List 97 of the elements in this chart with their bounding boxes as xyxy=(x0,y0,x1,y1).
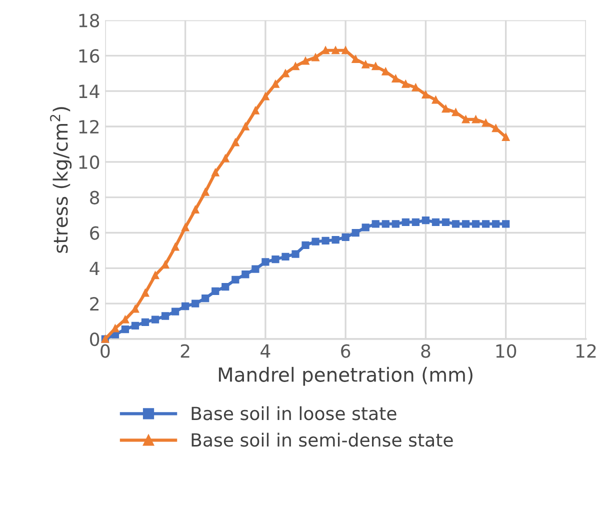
y-tick-label: 4 xyxy=(90,262,100,276)
point xyxy=(472,116,480,124)
point xyxy=(482,220,490,228)
point xyxy=(332,46,340,54)
x-axis-title: Mandrel penetration (mm) xyxy=(218,366,472,386)
x-tick-label: 0 xyxy=(100,344,110,358)
point xyxy=(252,106,260,114)
point xyxy=(232,276,240,284)
point xyxy=(492,220,500,228)
point xyxy=(462,116,470,124)
x-tick-label: 8 xyxy=(421,344,430,358)
point xyxy=(282,252,290,260)
point xyxy=(131,322,140,330)
point xyxy=(181,302,190,310)
point xyxy=(352,228,360,237)
point xyxy=(252,265,260,273)
point xyxy=(272,256,280,264)
point xyxy=(302,57,310,65)
point xyxy=(131,305,140,313)
point xyxy=(442,104,450,113)
point xyxy=(362,60,370,68)
x-tick-label: 2 xyxy=(180,344,190,358)
point xyxy=(282,70,290,78)
point xyxy=(472,220,480,228)
point xyxy=(262,258,270,266)
point xyxy=(382,220,390,228)
point xyxy=(151,316,160,324)
legend-label: Base soil in loose state xyxy=(192,406,396,420)
point xyxy=(242,122,250,130)
point xyxy=(292,250,300,258)
point xyxy=(212,168,220,176)
point xyxy=(312,238,320,246)
point xyxy=(392,220,400,228)
point xyxy=(272,80,280,88)
y-tick-label: 12 xyxy=(79,120,99,134)
point xyxy=(161,260,170,268)
point xyxy=(312,54,320,62)
point xyxy=(452,220,460,228)
point xyxy=(502,220,510,228)
y-tick-label: 16 xyxy=(79,49,100,63)
point xyxy=(302,241,310,249)
y-tick-label: 8 xyxy=(90,190,100,204)
y-axis-title: stress (kg/cm$^{2}$) xyxy=(50,107,72,253)
point xyxy=(422,216,430,224)
point xyxy=(181,224,190,232)
point xyxy=(242,270,250,278)
point xyxy=(141,318,150,326)
point xyxy=(161,312,170,320)
point xyxy=(342,46,350,54)
point xyxy=(482,119,490,127)
point xyxy=(392,74,400,83)
point xyxy=(382,68,390,76)
point xyxy=(202,294,210,302)
point xyxy=(151,271,160,280)
point xyxy=(462,220,470,228)
x-tick-label: 10 xyxy=(496,344,516,358)
point xyxy=(262,92,270,100)
point xyxy=(171,243,180,251)
point xyxy=(442,218,450,226)
point xyxy=(322,236,330,245)
point xyxy=(192,206,200,214)
point xyxy=(412,218,420,226)
point xyxy=(422,90,430,98)
x-tick-label: 4 xyxy=(260,344,270,358)
point xyxy=(332,236,340,244)
point xyxy=(222,154,230,162)
y-tick-label: 14 xyxy=(79,84,100,98)
y-tick-label: 18 xyxy=(79,14,100,28)
point xyxy=(111,324,120,332)
point xyxy=(432,218,440,226)
point xyxy=(171,308,180,316)
point xyxy=(362,224,370,232)
point xyxy=(141,289,150,297)
y-tick-label: 2 xyxy=(90,297,99,310)
point xyxy=(402,218,410,226)
y-tick-label: 10 xyxy=(79,155,100,170)
point xyxy=(452,108,460,116)
point xyxy=(372,220,380,228)
legend-label: Base soil in semi-dense state xyxy=(192,432,453,447)
y-tick-label: 0 xyxy=(90,332,100,346)
point xyxy=(352,55,360,64)
point xyxy=(222,282,230,291)
point xyxy=(292,62,300,70)
point xyxy=(121,325,130,334)
point xyxy=(372,62,380,70)
x-tick-label: 12 xyxy=(576,344,596,358)
point xyxy=(342,233,350,242)
point xyxy=(502,133,510,141)
point xyxy=(322,46,330,54)
point xyxy=(212,287,220,296)
point xyxy=(232,138,240,146)
y-tick-label: 6 xyxy=(90,226,100,240)
point xyxy=(412,84,420,92)
point xyxy=(202,188,210,196)
point xyxy=(192,300,200,308)
x-tick-label: 6 xyxy=(341,344,350,358)
point xyxy=(402,80,410,88)
